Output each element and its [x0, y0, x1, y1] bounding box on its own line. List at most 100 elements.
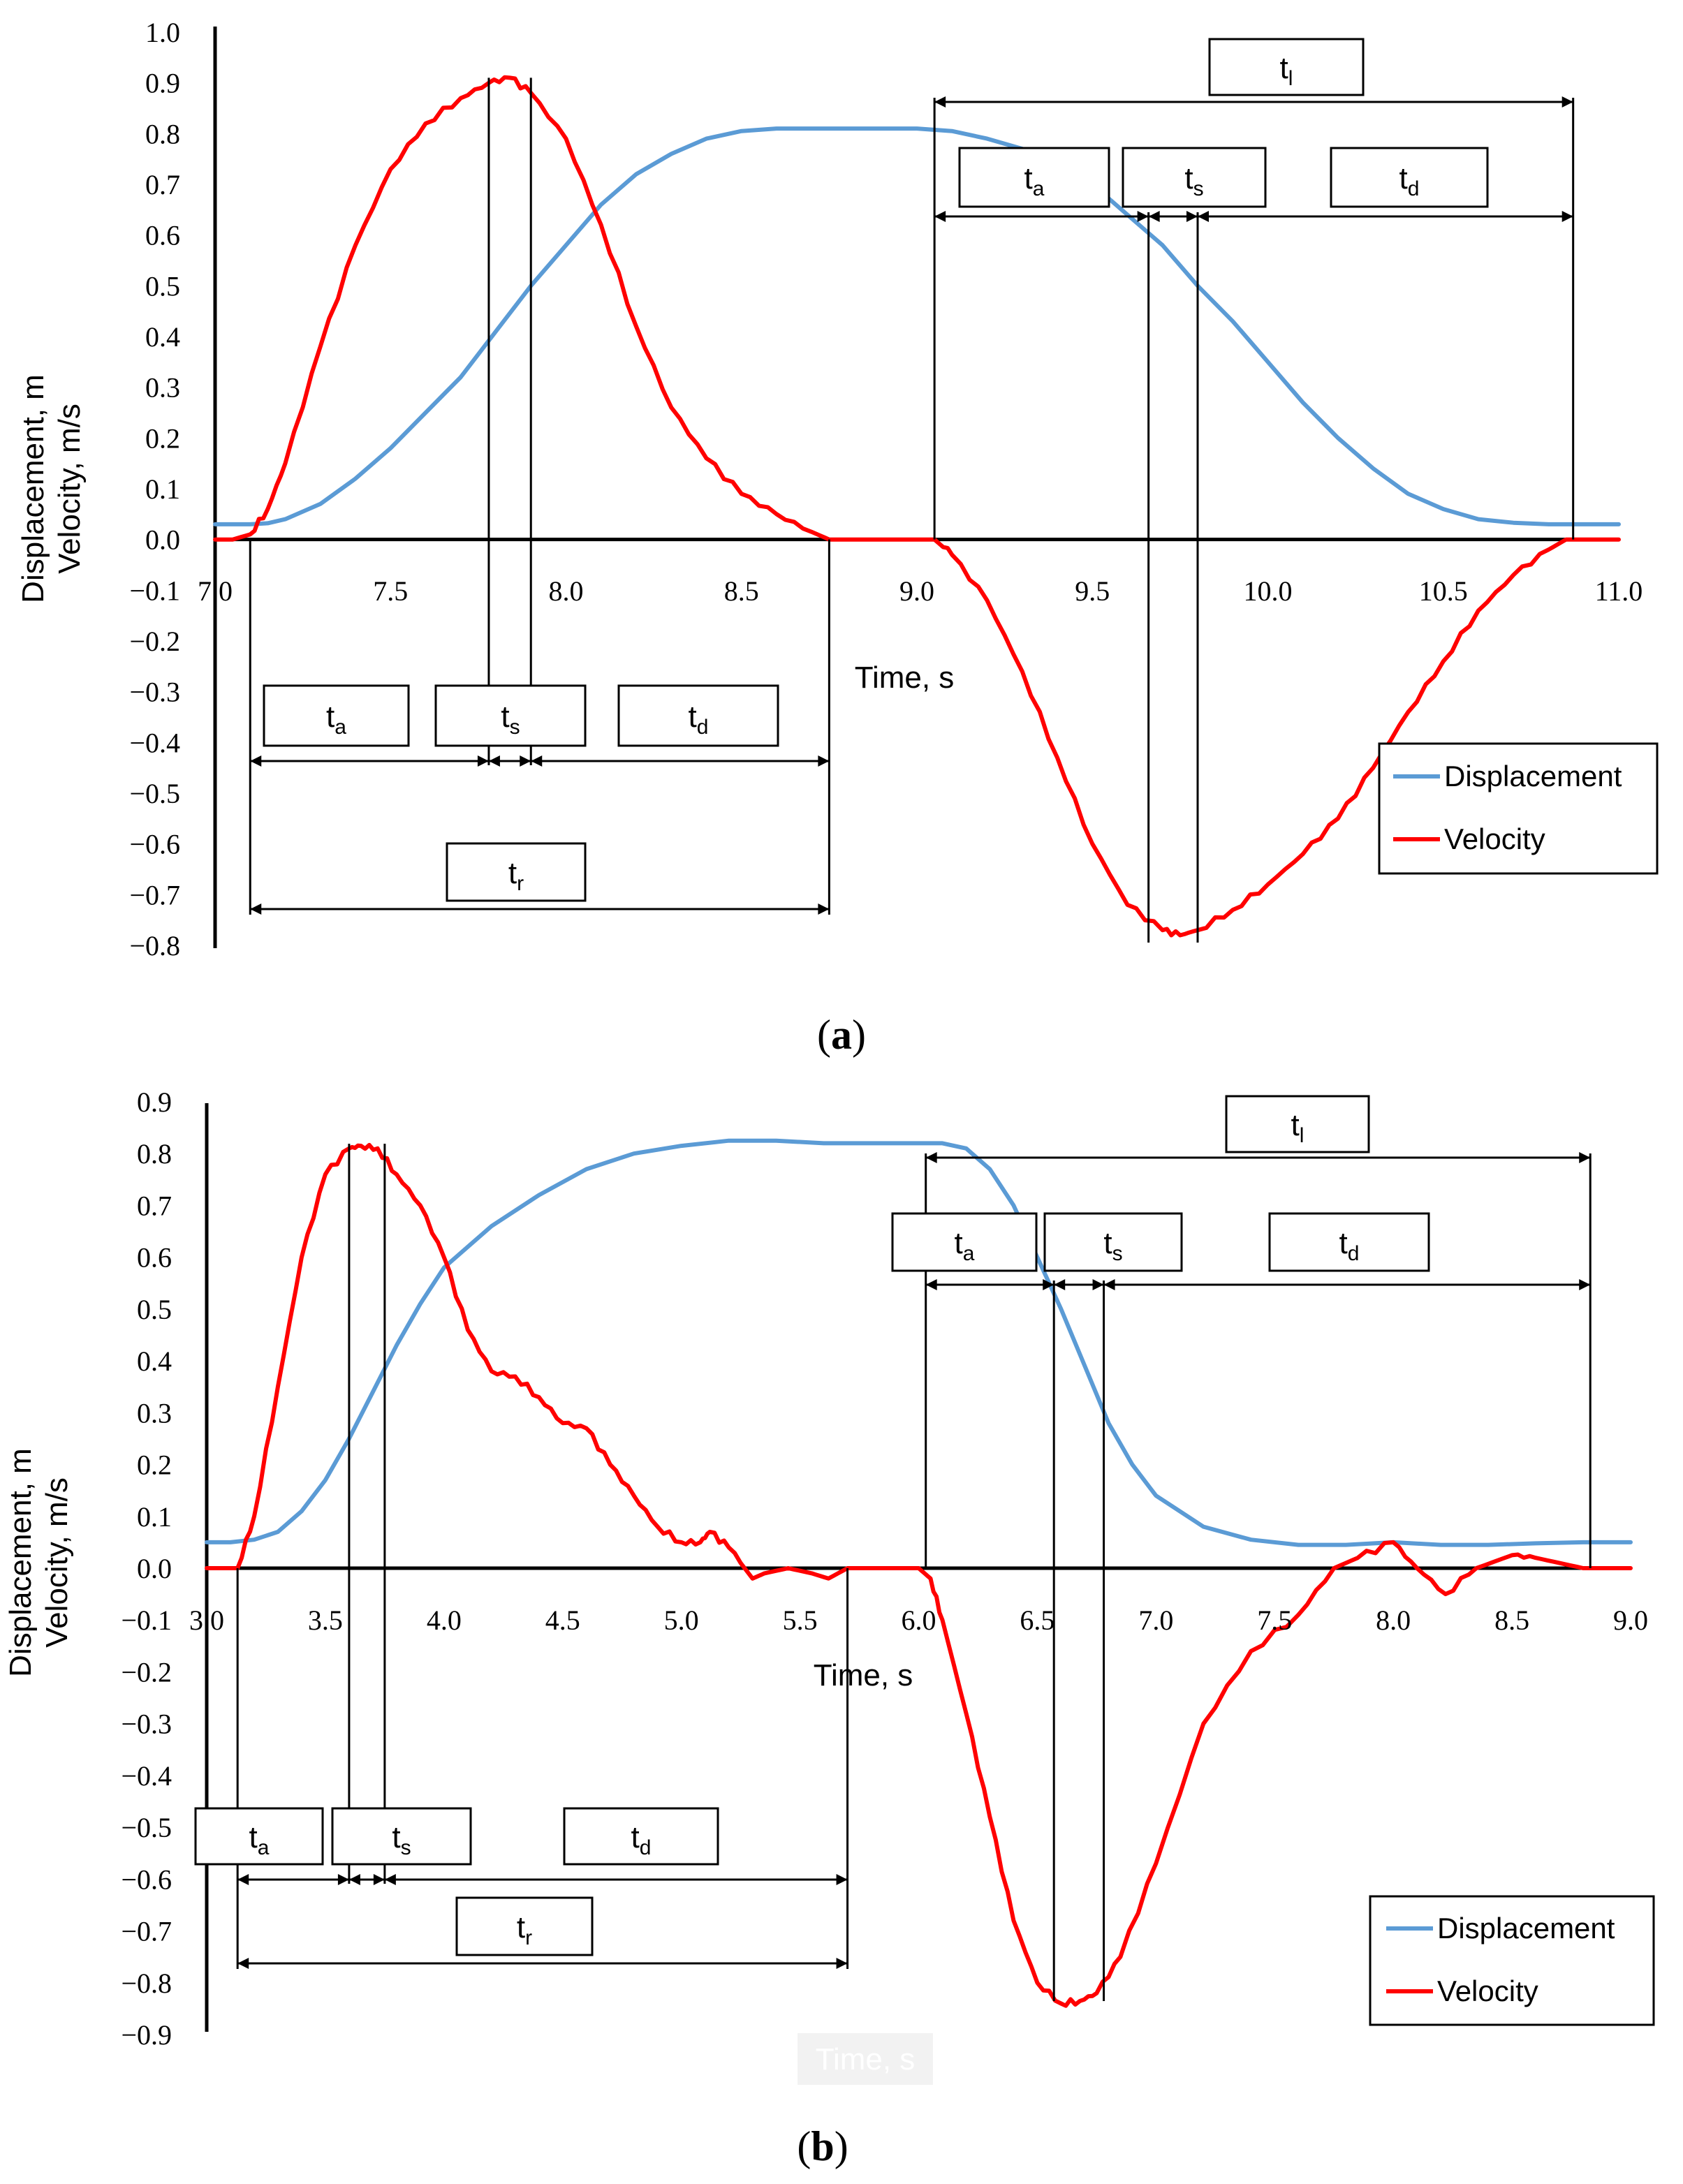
a-xtick-label: 7.0	[198, 575, 233, 607]
a-rise-ta-arrow-head-right	[477, 755, 489, 767]
b-xtick-label: 7.5	[1257, 1604, 1292, 1636]
a-rise-ts-arrow-head-right	[520, 755, 531, 767]
b-rise-ta-label-box	[194, 1807, 324, 1866]
b-ytick-label: 0.5	[137, 1294, 172, 1325]
a-rise-tr-arrow-head-left	[250, 903, 262, 915]
b-xtick-label: 9.0	[1613, 1604, 1648, 1636]
a-ytick-label: −0.7	[129, 879, 180, 910]
a-ytick-label: −0.3	[129, 677, 180, 708]
a-ytick-label: −0.1	[129, 575, 180, 606]
b-ytick-label: −0.6	[121, 1864, 172, 1895]
a-ylabel-displacement: Displacement, m	[16, 374, 50, 603]
b-ytick-label: 0.9	[137, 1086, 172, 1118]
b-lower-td-arrow-head-left	[1103, 1279, 1115, 1290]
b-ytick-label: 0.6	[137, 1242, 172, 1274]
a-ytick-label: 0.9	[145, 68, 180, 99]
a-rise-td-arrow-head-right	[818, 755, 830, 767]
b-rise-td-arrow-head-left	[384, 1874, 396, 1885]
b-rise-ts-arrow-head-left	[348, 1874, 360, 1885]
a-lower-ta-arrow-head-left	[934, 211, 946, 222]
a-series-velocity-line	[213, 75, 1621, 938]
b-ytick-label: 0.2	[137, 1449, 172, 1481]
b-rise-tr-arrow-head-left	[237, 1958, 249, 1969]
a-legend-label-velocity: Velocity	[1444, 822, 1545, 855]
a-rise-ta-label-box	[263, 684, 410, 747]
a-lower-ta-arrow-head-right	[1137, 211, 1149, 222]
b-lower-tl-arrow-head-left	[925, 1152, 937, 1163]
a-ytick-label: 0.3	[145, 372, 180, 404]
a-xtick-label: 8.0	[549, 575, 584, 607]
a-lower-ta-label-box	[958, 147, 1110, 208]
b-legend-label-displacement: Displacement	[1437, 1912, 1615, 1945]
b-xtick-label: 6.5	[1020, 1604, 1054, 1636]
a-rise-td-label-text: td	[689, 700, 709, 739]
a-xtick-label: 7.5	[373, 575, 408, 607]
a-rise-ts-arrow-head-left	[488, 755, 500, 767]
b-lower-ta-arrow-head-left	[925, 1279, 937, 1290]
b-rise-tr-label-box	[455, 1896, 594, 1956]
b-legend-label-velocity: Velocity	[1437, 1975, 1538, 2007]
b-series-velocity-line	[205, 1142, 1633, 2008]
b-ytick-label: −0.9	[121, 2019, 172, 2051]
a-ytick-label: 1.0	[145, 17, 180, 48]
a-lower-td-label-text: td	[1399, 161, 1420, 200]
a-rise-td-arrow-head-left	[531, 755, 543, 767]
b-xtick-label: 8.5	[1494, 1604, 1529, 1636]
b-rise-tr-arrow-head-right	[836, 1958, 848, 1969]
b-xtick-label: 8.0	[1376, 1604, 1411, 1636]
a-lower-td-arrow-head-left	[1198, 211, 1209, 222]
b-series-displacement-line	[205, 1138, 1633, 1547]
a-ytick-label: 0.2	[145, 422, 180, 454]
panel-b: 0.9 0.8 0.7 0.6 0.5 0.4 0.3 0.2 0.1 0.0 −0.1 −0.2 −0…	[3, 1086, 1655, 2169]
a-lower-td-label-box	[1330, 147, 1489, 208]
b-ytick-label: 0.7	[137, 1190, 172, 1221]
b-lower-td-label-text: td	[1339, 1226, 1360, 1265]
a-rise-ta-label-text: ta	[326, 700, 346, 739]
b-lower-ts-label-box	[1043, 1212, 1183, 1272]
a-rise-ta-arrow-head-left	[250, 755, 262, 767]
a-ylabel-velocity: Velocity, m/s	[52, 404, 87, 574]
b-lower-ts-arrow-head-left	[1054, 1279, 1066, 1290]
a-xtick-label: 9.5	[1075, 575, 1110, 607]
a-ytick-label: −0.5	[129, 778, 180, 809]
b-xtick-label: 7.0	[1138, 1604, 1173, 1636]
b-rise-td-label-box	[563, 1807, 719, 1866]
a-ytick-label: −0.2	[129, 626, 180, 657]
a-xtick-label: 9.0	[899, 575, 934, 607]
a-ytick-label: 0.8	[145, 118, 180, 149]
a-series-displacement-line	[213, 126, 1621, 526]
b-ghost-label-bg	[798, 2033, 933, 2085]
a-ytick-label: 0.6	[145, 220, 180, 251]
b-ytick-label: 0.8	[137, 1138, 172, 1170]
b-ytick-label: −0.1	[121, 1604, 172, 1636]
b-legend: Displacement Velocity	[1369, 1895, 1655, 2026]
b-rise-tr-label-text: tr	[517, 1910, 532, 1949]
b-lower-td-label-box	[1268, 1212, 1430, 1272]
panel-a: 1.0 0.9 0.8 0.7 0.6 0.5 0.4 0.3 0.2 0.1 0.0 −0.1 −0.…	[16, 17, 1659, 1058]
b-ytick-label: 0.4	[137, 1345, 172, 1377]
b-lower-ts-label-text: ts	[1103, 1226, 1122, 1265]
a-lower-tl-arrow-head-right	[1561, 96, 1573, 108]
a-xtick-label: 11.0	[1595, 575, 1643, 607]
a-ytick-label: 0.1	[145, 473, 180, 505]
b-ghost-label: Time, s	[816, 2042, 916, 2076]
a-rise-ts-label-box	[434, 684, 587, 747]
a-ytick-label: 0.0	[145, 524, 180, 556]
a-lower-tl-label-text: tl	[1280, 51, 1293, 90]
b-ytick-label: 0.3	[137, 1397, 172, 1429]
b-rise-ts-label-text: ts	[392, 1820, 411, 1859]
b-lower-ts-arrow-head-right	[1092, 1279, 1104, 1290]
a-xtick-label: 8.5	[724, 575, 759, 607]
a-ytick-label: 0.5	[145, 270, 180, 302]
b-ytick-label: 0.0	[137, 1553, 172, 1584]
b-rise-ta-arrow-head-left	[237, 1874, 249, 1885]
b-rise-ta-arrow-head-right	[337, 1874, 349, 1885]
b-xtick-label: 3.0	[189, 1604, 224, 1636]
a-lower-ts-label-text: ts	[1184, 161, 1203, 200]
a-lower-td-arrow-head-right	[1561, 211, 1573, 222]
a-legend: Displacement Velocity	[1378, 742, 1659, 875]
a-lower-ta-label-text: ta	[1024, 161, 1045, 200]
b-xtick-label: 4.5	[545, 1604, 580, 1636]
b-ytick-label: −0.2	[121, 1656, 172, 1688]
b-ytick-label: 0.1	[137, 1501, 172, 1533]
